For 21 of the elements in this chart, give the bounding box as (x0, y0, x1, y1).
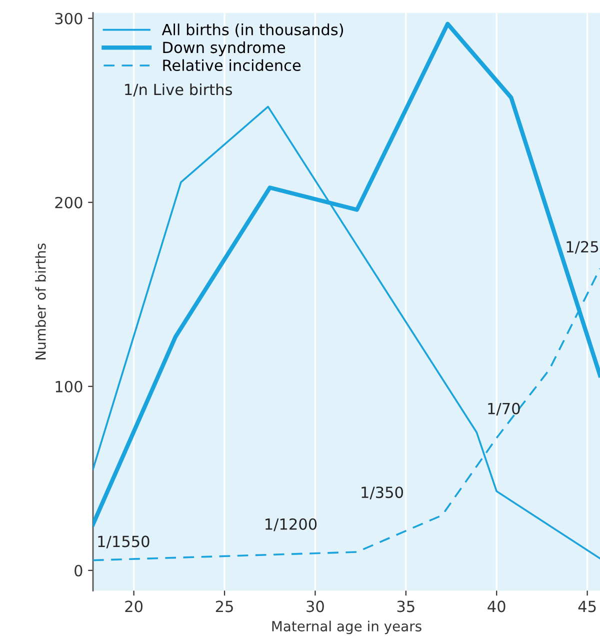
y-tick-label: 100 (56, 380, 82, 392)
y-tick-label: 0 (74, 564, 82, 576)
legend-label: Relative incidence (163, 59, 301, 72)
legend-label: Down syndrome (163, 41, 286, 56)
x-tick-label: 30 (306, 600, 324, 612)
annotation: 1/1550 (98, 536, 150, 548)
x-tick-label: 45 (578, 600, 596, 612)
annotation: 1/1200 (266, 518, 317, 532)
annotation: 1/25 (566, 241, 598, 254)
x-tick-label: 35 (397, 600, 414, 612)
x-axis-title: Maternal age in years (272, 620, 422, 634)
annotation: 1/70 (488, 402, 520, 416)
annotation: 1/n Live births (125, 83, 232, 96)
legend-label: All births (in thousands) (162, 24, 344, 38)
y-axis-title: Number of births (35, 243, 46, 360)
x-tick-label: 40 (488, 600, 506, 612)
x-tick-label: 20 (125, 600, 143, 612)
y-tick-label: 200 (55, 196, 82, 208)
x-tick-label: 25 (216, 600, 233, 612)
y-tick-label: 300 (55, 12, 82, 24)
annotation: 1/350 (362, 486, 403, 500)
